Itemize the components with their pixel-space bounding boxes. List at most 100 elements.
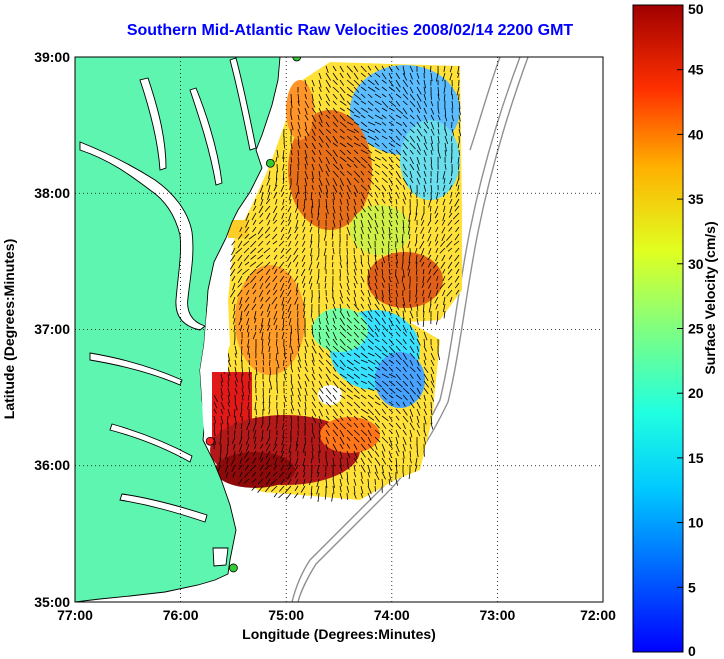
velocity-vector bbox=[339, 261, 343, 269]
velocity-vector bbox=[436, 282, 439, 290]
velocity-vector bbox=[346, 100, 351, 106]
velocity-vector bbox=[234, 352, 237, 358]
velocity-vector bbox=[416, 408, 421, 416]
velocity-vector bbox=[238, 317, 243, 326]
velocity-vector bbox=[360, 86, 367, 92]
velocity-vector bbox=[353, 366, 359, 372]
velocity-vector bbox=[288, 317, 292, 326]
velocity-vector bbox=[367, 387, 375, 392]
velocity-vector bbox=[325, 331, 330, 339]
velocity-vector bbox=[402, 429, 407, 436]
velocity-vector bbox=[407, 268, 411, 277]
velocity-vector bbox=[381, 219, 385, 227]
velocity-vector bbox=[346, 331, 352, 337]
velocity-vector bbox=[259, 471, 264, 477]
velocity-vector bbox=[367, 443, 375, 452]
x-tick-label: 73:00 bbox=[479, 607, 515, 623]
velocity-vector bbox=[430, 72, 433, 82]
velocity-vector bbox=[346, 128, 356, 134]
velocity-vector bbox=[325, 212, 328, 219]
velocity-vector bbox=[426, 275, 432, 283]
velocity-vector bbox=[282, 317, 285, 326]
velocity-vector bbox=[309, 282, 313, 290]
velocity-vector bbox=[374, 282, 378, 290]
velocity-vector bbox=[239, 436, 243, 445]
velocity-vector bbox=[316, 485, 320, 495]
velocity-vector bbox=[423, 331, 428, 341]
velocity-vector bbox=[339, 289, 343, 299]
velocity-vector bbox=[367, 100, 374, 106]
velocity-vector bbox=[409, 415, 413, 423]
velocity-vector bbox=[360, 422, 365, 428]
velocity-vector bbox=[234, 345, 238, 355]
velocity-vector bbox=[283, 142, 286, 149]
velocity-vector bbox=[381, 86, 388, 92]
velocity-vector bbox=[374, 261, 379, 271]
velocity-vector bbox=[311, 100, 316, 108]
velocity-vector bbox=[423, 163, 427, 170]
velocity-vector bbox=[248, 373, 251, 381]
velocity-vector bbox=[353, 303, 360, 311]
velocity-vector bbox=[430, 100, 434, 107]
velocity-vector bbox=[325, 422, 330, 428]
velocity-vector bbox=[316, 254, 320, 261]
velocity-vector bbox=[234, 373, 238, 382]
velocity-vector bbox=[324, 492, 327, 500]
velocity-vector bbox=[311, 184, 314, 191]
velocity-vector bbox=[246, 289, 250, 296]
velocity-vector bbox=[374, 170, 380, 175]
velocity-vector bbox=[258, 205, 264, 214]
velocity-vector bbox=[226, 457, 229, 464]
velocity-vector bbox=[423, 170, 427, 177]
velocity-vector bbox=[360, 275, 365, 283]
velocity-vector bbox=[367, 450, 373, 459]
velocity-vector bbox=[318, 331, 321, 339]
velocity-vector bbox=[353, 464, 356, 472]
velocity-vector bbox=[288, 443, 292, 453]
velocity-vector bbox=[332, 149, 338, 158]
velocity-vector bbox=[353, 436, 360, 443]
velocity-vector bbox=[402, 135, 409, 142]
velocity-vector bbox=[451, 100, 454, 109]
velocity-vector bbox=[269, 359, 271, 367]
velocity-vector bbox=[353, 450, 358, 460]
velocity-vector bbox=[388, 317, 394, 326]
velocity-vector bbox=[435, 254, 439, 262]
velocity-vector bbox=[297, 149, 299, 157]
velocity-vector bbox=[360, 485, 364, 494]
velocity-vector bbox=[311, 107, 317, 114]
velocity-vector bbox=[381, 275, 386, 283]
velocity-vector bbox=[332, 100, 337, 105]
velocity-vector bbox=[318, 422, 321, 430]
velocity-vector bbox=[311, 198, 314, 208]
velocity-vector bbox=[297, 121, 301, 129]
velocity-vector bbox=[280, 478, 285, 486]
velocity-vector bbox=[304, 380, 308, 387]
velocity-vector bbox=[248, 366, 251, 375]
velocity-vector bbox=[325, 359, 332, 367]
velocity-vector bbox=[281, 212, 285, 219]
velocity-vector bbox=[402, 415, 409, 423]
velocity-vector bbox=[381, 443, 386, 452]
velocity-vector bbox=[252, 478, 257, 483]
velocity-vector bbox=[374, 478, 376, 485]
velocity-vector bbox=[346, 177, 352, 186]
velocity-vector bbox=[353, 177, 360, 184]
velocity-vector bbox=[252, 205, 257, 211]
velocity-vector bbox=[226, 415, 229, 425]
velocity-vector bbox=[402, 247, 405, 256]
velocity-vector bbox=[276, 408, 279, 417]
velocity-vector bbox=[256, 268, 264, 275]
velocity-vector bbox=[360, 163, 366, 169]
velocity-vector bbox=[435, 226, 439, 233]
velocity-vector bbox=[416, 121, 422, 129]
velocity-vector bbox=[273, 219, 278, 224]
velocity-vector bbox=[227, 394, 230, 403]
velocity-vector bbox=[395, 464, 398, 474]
velocity-vector bbox=[225, 471, 229, 479]
velocity-vector bbox=[253, 436, 257, 444]
x-tick-label: 76:00 bbox=[163, 607, 199, 623]
velocity-vector bbox=[381, 226, 385, 234]
velocity-vector bbox=[402, 450, 405, 459]
velocity-vector bbox=[395, 135, 401, 141]
